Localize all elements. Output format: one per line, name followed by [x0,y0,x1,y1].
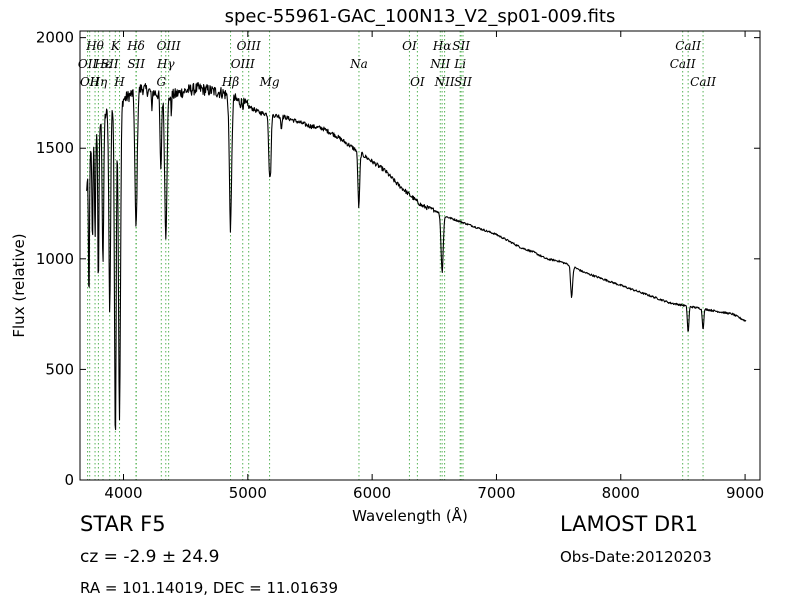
line-label: NII [434,75,455,89]
line-label: Hε [94,57,112,71]
line-label: Hγ [156,57,175,71]
line-label: K [110,39,121,53]
chart-title: spec-55961-GAC_100N13_V2_sp01-009.fits [225,6,616,27]
line-label: Hη [89,75,108,89]
y-tick-label: 500 [45,360,74,378]
line-label: H [113,75,125,89]
line-label: Hδ [126,39,145,53]
line-label: SII [127,57,145,71]
line-label: SII [454,75,472,89]
line-label: OII [78,57,98,71]
plot-frame [79,30,761,481]
line-label: Na [349,57,368,71]
line-label: OIII [237,39,261,53]
line-label: Hβ [221,75,239,89]
redshift-label: cz = -2.9 ± 24.9 [80,547,220,567]
x-tick-label: 5000 [229,484,267,502]
x-tick-label: 7000 [477,484,515,502]
x-tick-label: 4000 [104,484,142,502]
line-label: G [157,75,167,89]
x-tick-label: 8000 [602,484,640,502]
y-tick-label: 1000 [36,250,74,268]
x-tick-label: 6000 [353,484,391,502]
line-label: SII [452,39,470,53]
line-label: OI [402,39,417,53]
line-label: Mg [259,75,280,89]
y-tick-label: 1500 [36,139,74,157]
line-label: Hθ [85,39,104,53]
line-label: Hα [432,39,452,53]
x-axis-label: Wavelength (Å) [352,506,468,525]
line-label: OIII [157,39,181,53]
line-label: NII [429,57,450,71]
plot-area [80,31,760,480]
y-tick-label: 0 [64,471,74,489]
coordinates-label: RA = 101.14019, DEC = 11.01639 [80,579,339,597]
line-label: OIII [231,57,255,71]
obs-date-label: Obs-Date:20120203 [560,548,712,566]
line-label: CaII [690,75,716,89]
spectrum-line [85,81,747,431]
line-label: SII [101,57,119,71]
line-label: Li [453,57,466,71]
line-label: CaII [675,39,701,53]
line-label: CaII [670,57,696,71]
survey-label: LAMOST DR1 [560,512,699,536]
y-tick-label: 2000 [36,29,74,47]
line-label: OI [410,75,425,89]
object-class-label: STAR F5 [80,512,166,536]
y-axis-label: Flux (relative) [10,233,28,337]
x-tick-label: 9000 [726,484,764,502]
line-label: OII [80,75,100,89]
